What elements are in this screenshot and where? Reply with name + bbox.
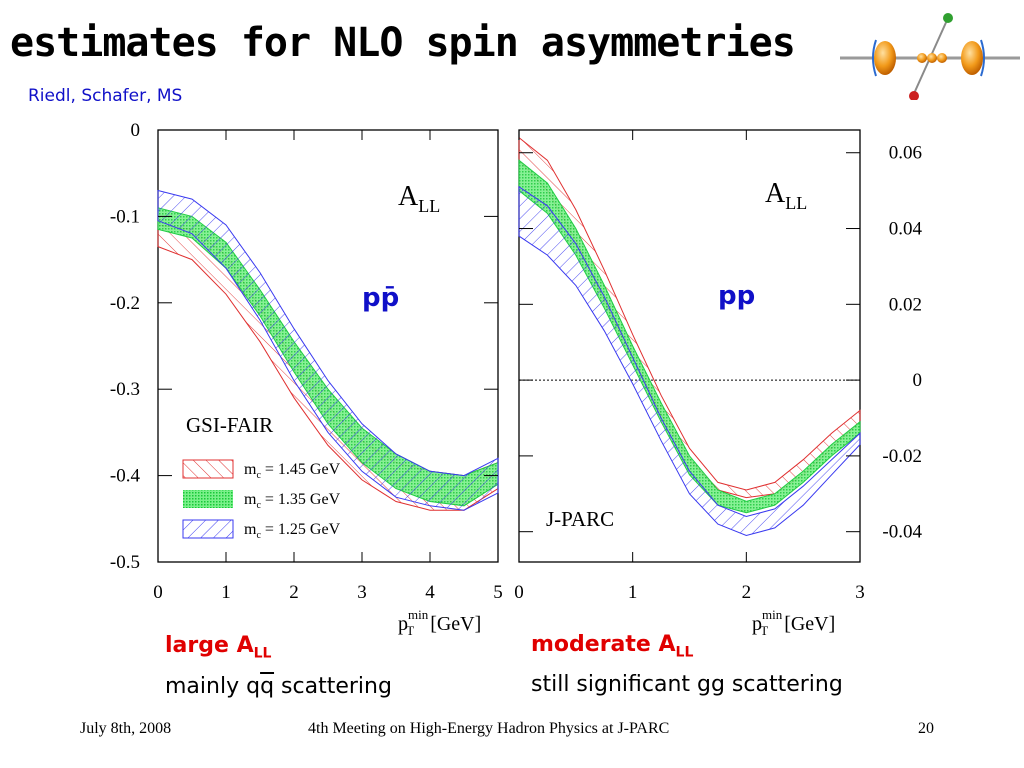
x-tick-label: 1 xyxy=(221,582,231,603)
x-tick-label: 2 xyxy=(289,582,299,603)
legend: mc = 1.45 GeV mc = 1.35 GeV mc = 1.25 Ge… xyxy=(182,459,341,541)
y-tick-label: -0.3 xyxy=(110,379,140,400)
y-tick-label: -0.02 xyxy=(882,446,922,467)
x-tick-label: 1 xyxy=(628,582,638,603)
y-tick-label: 0 xyxy=(131,120,141,141)
observable-label-left: ALL xyxy=(398,181,440,216)
x-axis-label-right: pmin T [GeV] xyxy=(752,607,835,638)
chart-left: 0 -0.1 -0.2 -0.3 -0.4 -0.5 0 1 2 3 4 5 ALL pp̄ GSI… xyxy=(110,120,503,638)
legend-swatch-green xyxy=(183,490,233,508)
legend-label-blue: mc = 1.25 GeV xyxy=(244,521,341,541)
asymmetry-plots: 0 -0.1 -0.2 -0.3 -0.4 -0.5 0 1 2 3 4 5 ALL pp̄ GSI… xyxy=(110,120,923,638)
process-label-left: pp̄ xyxy=(362,283,399,313)
y-tick-label: 0.06 xyxy=(889,143,922,164)
y-tick-label: 0.04 xyxy=(889,219,923,240)
facility-label-right: J-PARC xyxy=(546,507,614,531)
atom-collision-logo-icon xyxy=(840,13,1020,100)
footer-date: July 8th, 2008 xyxy=(80,720,172,737)
x-tick-label: 3 xyxy=(855,582,865,603)
plot-frame-right xyxy=(518,129,861,563)
y-tick-label: -0.2 xyxy=(110,293,140,314)
x-tick-label: 5 xyxy=(493,582,503,603)
legend-label-red: mc = 1.45 GeV xyxy=(244,461,341,481)
process-label-right: pp xyxy=(718,281,755,311)
x-tick-label: 0 xyxy=(514,582,524,603)
band-blue-hatch-right xyxy=(518,185,861,537)
plot-frame-left xyxy=(157,129,499,563)
authors-line: Riedl, Schafer, MS xyxy=(28,86,183,106)
x-tick-label: 2 xyxy=(742,582,752,603)
legend-swatch-red xyxy=(182,459,234,479)
observable-label-right: ALL xyxy=(765,178,807,213)
x-tick-label: 3 xyxy=(357,582,367,603)
x-tick-label: 4 xyxy=(425,582,435,603)
slide-title: estimates for NLO spin asymmetries xyxy=(10,20,796,66)
chart-right: 0.06 0.04 0.02 0 -0.02 -0.04 0 1 2 3 ALL pp J-PA… xyxy=(514,129,923,638)
y-tick-label: -0.04 xyxy=(882,522,922,543)
caption-left-line1: large ALL xyxy=(165,633,272,662)
x-axis-label-left: pmin T [GeV] xyxy=(398,607,481,638)
facility-label-left: GSI-FAIR xyxy=(186,413,273,437)
y-tick-label: 0.02 xyxy=(889,294,922,315)
legend-label-green: mc = 1.35 GeV xyxy=(244,491,341,511)
caption-left-line2: mainly qq scattering xyxy=(165,674,392,699)
caption-right-line1: moderate ALL xyxy=(531,632,694,661)
footer-page-number: 20 xyxy=(918,720,934,737)
x-tick-label: 0 xyxy=(153,582,163,603)
caption-right-line2: still significant gg scattering xyxy=(531,672,843,697)
y-tick-label: -0.1 xyxy=(110,206,140,227)
y-tick-label: 0 xyxy=(913,370,923,391)
footer-meeting: 4th Meeting on High-Energy Hadron Physic… xyxy=(308,720,670,737)
band-red-hatch-right xyxy=(518,136,861,499)
band-blue-hatch-left xyxy=(157,189,499,511)
legend-swatch-blue xyxy=(182,519,234,539)
y-tick-label: -0.4 xyxy=(110,466,141,487)
y-tick-label: -0.5 xyxy=(110,552,140,573)
